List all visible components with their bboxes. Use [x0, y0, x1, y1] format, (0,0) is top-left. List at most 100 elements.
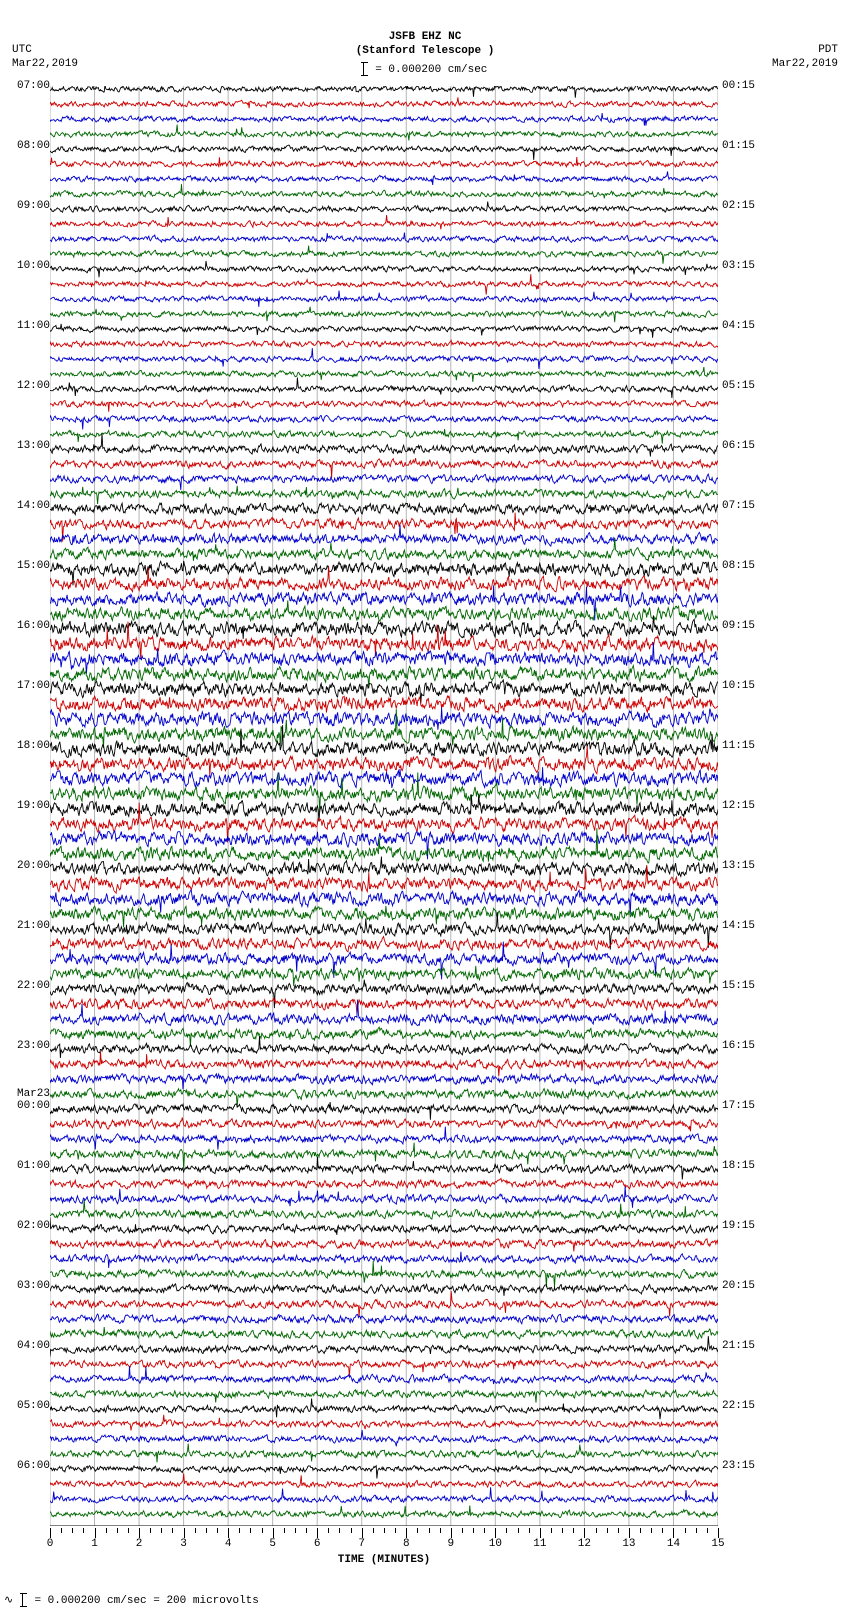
x-minor-tick	[373, 1528, 374, 1533]
seismic-trace	[50, 1179, 718, 1189]
footer-prefix: ∿	[4, 1595, 13, 1607]
x-minor-tick	[506, 1528, 507, 1533]
seismic-trace	[50, 1284, 718, 1296]
utc-time-label: 00:00	[17, 1100, 50, 1112]
pdt-time-label: 06:15	[722, 440, 755, 452]
seismic-trace	[50, 86, 718, 98]
utc-time-label: 07:00	[17, 80, 50, 92]
x-tick-label: 13	[622, 1538, 635, 1550]
x-minor-tick	[328, 1528, 329, 1533]
seismic-trace	[50, 503, 718, 515]
title-block: JSFB EHZ NC (Stanford Telescope ) = 0.00…	[0, 30, 850, 76]
seismic-trace	[50, 998, 718, 1014]
seismic-trace	[50, 415, 718, 429]
x-tick-label: 4	[225, 1538, 232, 1550]
seismic-trace	[50, 980, 718, 1008]
seismic-trace	[50, 1261, 718, 1287]
seismic-trace	[50, 1291, 718, 1317]
x-minor-tick	[696, 1528, 697, 1533]
x-minor-tick	[150, 1528, 151, 1533]
seismic-trace	[50, 1157, 718, 1180]
seismic-trace	[50, 378, 718, 399]
x-tick-label: 11	[533, 1538, 546, 1550]
seismic-trace	[50, 486, 718, 504]
seismic-trace	[50, 1415, 718, 1431]
seismic-trace	[50, 1465, 718, 1478]
seismic-trace	[50, 215, 718, 229]
x-minor-tick	[640, 1528, 641, 1533]
pdt-time-label: 02:15	[722, 200, 755, 212]
scale-bar-icon	[22, 1593, 24, 1607]
seismic-trace	[50, 1036, 718, 1058]
x-major-tick	[184, 1528, 185, 1538]
x-major-tick	[584, 1528, 585, 1538]
seismic-trace	[50, 1399, 718, 1420]
seismic-trace	[50, 400, 718, 412]
x-axis-ticks: 0123456789101112131415	[50, 1528, 718, 1544]
seismic-trace	[50, 1027, 718, 1047]
seismic-trace	[50, 600, 718, 621]
x-major-tick	[95, 1528, 96, 1538]
x-minor-tick	[106, 1528, 107, 1533]
utc-time-label: 04:00	[17, 1340, 50, 1352]
seismic-trace	[50, 261, 718, 277]
x-major-tick	[629, 1528, 630, 1538]
x-minor-tick	[651, 1528, 652, 1533]
tz-left: UTC	[12, 44, 32, 56]
utc-time-label: 16:00	[17, 620, 50, 632]
utc-time-label: 05:00	[17, 1400, 50, 1412]
utc-time-label: 08:00	[17, 140, 50, 152]
seismic-trace	[50, 307, 718, 322]
seismic-trace	[50, 708, 718, 730]
x-tick-label: 14	[667, 1538, 680, 1550]
utc-time-label: 13:00	[17, 440, 50, 452]
x-minor-tick	[462, 1528, 463, 1533]
seismic-trace	[50, 113, 718, 126]
x-minor-tick	[707, 1528, 708, 1533]
utc-time-label: 19:00	[17, 800, 50, 812]
seismic-trace	[50, 1102, 718, 1120]
seismic-trace	[50, 1117, 718, 1131]
seismogram-svg	[50, 86, 718, 1526]
seismic-trace	[50, 725, 718, 757]
seismic-trace	[50, 1444, 718, 1463]
x-axis-label: TIME (MINUTES)	[50, 1554, 718, 1566]
utc-time-label: 02:00	[17, 1220, 50, 1232]
seismic-trace	[50, 1506, 718, 1518]
x-tick-label: 9	[447, 1538, 454, 1550]
seismic-trace	[50, 906, 718, 927]
footer-text: = 0.000200 cm/sec = 200 microvolts	[34, 1595, 258, 1607]
x-minor-tick	[518, 1528, 519, 1533]
pdt-time-label: 14:15	[722, 920, 755, 932]
utc-time-label: 20:00	[17, 860, 50, 872]
seismic-trace	[50, 857, 718, 877]
utc-time-label: 01:00	[17, 1160, 50, 1172]
utc-time-label: 18:00	[17, 740, 50, 752]
seismic-trace	[50, 1336, 718, 1356]
utc-time-label: 22:00	[17, 980, 50, 992]
utc-time-label: 06:00	[17, 1460, 50, 1472]
seismic-trace	[50, 1239, 718, 1252]
x-minor-tick	[551, 1528, 552, 1533]
x-tick-label: 15	[711, 1538, 724, 1550]
seismic-trace	[50, 324, 718, 338]
x-minor-tick	[117, 1528, 118, 1533]
seismic-trace	[50, 233, 718, 243]
x-minor-tick	[195, 1528, 196, 1533]
x-major-tick	[673, 1528, 674, 1538]
utc-time-label: 21:00	[17, 920, 50, 932]
seismic-trace	[50, 795, 718, 822]
scale-bar-icon	[363, 62, 365, 76]
seismic-trace	[50, 828, 718, 863]
seismic-trace	[50, 680, 718, 704]
x-major-tick	[139, 1528, 140, 1538]
station-location: (Stanford Telescope )	[0, 44, 850, 58]
seismic-trace	[50, 274, 718, 294]
x-minor-tick	[161, 1528, 162, 1533]
seismic-trace	[50, 157, 718, 167]
seismic-trace	[50, 1360, 718, 1377]
seismic-trace	[50, 1143, 718, 1170]
seismic-trace	[50, 97, 718, 108]
pdt-time-label: 00:15	[722, 80, 755, 92]
utc-time-label: 10:00	[17, 260, 50, 272]
